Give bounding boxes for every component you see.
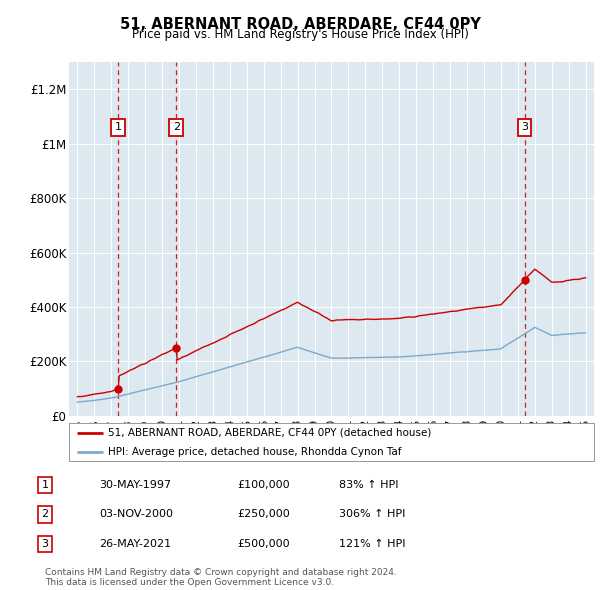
Text: Contains HM Land Registry data © Crown copyright and database right 2024.
This d: Contains HM Land Registry data © Crown c…	[45, 568, 397, 587]
Text: 3: 3	[41, 539, 49, 549]
Text: HPI: Average price, detached house, Rhondda Cynon Taf: HPI: Average price, detached house, Rhon…	[109, 447, 402, 457]
Text: 83% ↑ HPI: 83% ↑ HPI	[339, 480, 398, 490]
Text: 121% ↑ HPI: 121% ↑ HPI	[339, 539, 406, 549]
Text: 2: 2	[173, 122, 180, 132]
Text: 2: 2	[41, 510, 49, 519]
Text: 26-MAY-2021: 26-MAY-2021	[99, 539, 171, 549]
Text: 51, ABERNANT ROAD, ABERDARE, CF44 0PY: 51, ABERNANT ROAD, ABERDARE, CF44 0PY	[119, 17, 481, 31]
Text: 3: 3	[521, 122, 528, 132]
Text: 30-MAY-1997: 30-MAY-1997	[99, 480, 171, 490]
Text: 03-NOV-2000: 03-NOV-2000	[99, 510, 173, 519]
Text: 1: 1	[115, 122, 122, 132]
Text: Price paid vs. HM Land Registry's House Price Index (HPI): Price paid vs. HM Land Registry's House …	[131, 28, 469, 41]
Text: £250,000: £250,000	[237, 510, 290, 519]
Text: £100,000: £100,000	[237, 480, 290, 490]
Text: 51, ABERNANT ROAD, ABERDARE, CF44 0PY (detached house): 51, ABERNANT ROAD, ABERDARE, CF44 0PY (d…	[109, 428, 432, 438]
Text: 1: 1	[41, 480, 49, 490]
Text: £500,000: £500,000	[237, 539, 290, 549]
Text: 306% ↑ HPI: 306% ↑ HPI	[339, 510, 406, 519]
